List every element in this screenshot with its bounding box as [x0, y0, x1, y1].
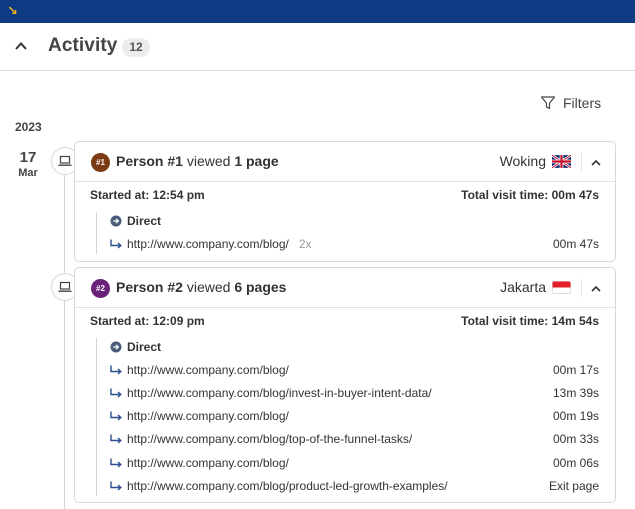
date-day: 17: [19, 149, 37, 166]
activity-count-badge: 12: [122, 38, 150, 57]
location-name: Woking: [499, 153, 546, 169]
visit-location: Jakarta: [500, 279, 571, 295]
visit-verb: viewed: [186, 153, 231, 169]
pageview-row: http://www.company.com/blog/top-of-the-f…: [108, 431, 599, 447]
pageview-row: http://www.company.com/blog/ 2x 00m 47s: [108, 236, 599, 252]
visitor-name[interactable]: Person #1: [116, 153, 183, 169]
return-arrow-icon: [108, 478, 124, 494]
arrow-circle-icon: [108, 339, 124, 355]
pageview-duration: 00m 33s: [552, 432, 599, 446]
pages-viewed: 6 pages: [234, 279, 287, 295]
visitor-summary: Person #1 viewed 1 page: [116, 153, 279, 169]
pageview-url[interactable]: http://www.company.com/blog/: [127, 363, 289, 377]
visit-start-time: Started at: 12:09 pm: [90, 314, 205, 328]
total-visit-time: Total visit time: 14m 54s: [461, 314, 599, 328]
page-title: Activity: [48, 35, 118, 56]
source-label: Direct: [127, 340, 162, 354]
chevron-up-icon[interactable]: [589, 156, 603, 170]
pageview-duration: 00m 17s: [552, 363, 599, 377]
top-bar: ↘: [0, 0, 635, 23]
pageview-url[interactable]: http://www.company.com/blog/top-of-the-f…: [127, 432, 413, 446]
filters-label: Filters: [563, 95, 602, 111]
avatar: #2: [91, 279, 110, 298]
pageview-url[interactable]: http://www.company.com/blog/invest-in-bu…: [127, 386, 432, 400]
pageview-row: http://www.company.com/blog/product-led-…: [108, 478, 599, 494]
filter-icon: [540, 96, 556, 110]
visit-card: #1 Person #1 viewed 1 page Woking Starte…: [74, 141, 616, 262]
visit-card: #2 Person #2 viewed 6 pages Jakarta Star…: [74, 267, 616, 503]
pageview-duration: 00m 19s: [552, 409, 599, 423]
visitor-summary: Person #2 viewed 6 pages: [116, 279, 286, 295]
visit-verb: viewed: [186, 279, 231, 295]
timeline-date: 17 Mar: [14, 150, 42, 180]
chevron-up-icon[interactable]: [13, 38, 29, 54]
uk-flag-icon: [552, 154, 571, 168]
timeline-year: 2023: [15, 120, 42, 134]
pages-viewed: 1 page: [234, 153, 279, 169]
pageview-url[interactable]: http://www.company.com/blog/: [127, 456, 289, 470]
visit-card-header: #2 Person #2 viewed 6 pages Jakarta: [75, 268, 615, 308]
pageview-url[interactable]: http://www.company.com/blog/: [127, 409, 289, 423]
chevron-up-icon[interactable]: [589, 282, 603, 296]
pageview-duration: 00m 06s: [552, 456, 599, 470]
pageview-duration: 00m 47s: [552, 237, 599, 251]
date-month: Mar: [18, 167, 38, 179]
pageview-url[interactable]: http://www.company.com/blog/: [127, 237, 289, 251]
return-arrow-icon: [108, 385, 124, 401]
return-arrow-icon: [108, 408, 124, 424]
total-visit-time: Total visit time: 00m 47s: [461, 188, 599, 202]
visit-start-time: Started at: 12:54 pm: [90, 188, 205, 202]
return-arrow-icon: [108, 431, 124, 447]
indonesia-flag-icon: [552, 280, 571, 294]
timeline-line: [64, 175, 65, 509]
visit-card-header: #1 Person #1 viewed 1 page Woking: [75, 142, 615, 182]
pageview-count: 2x: [298, 237, 312, 251]
visit-trail-line: [96, 212, 97, 254]
arrow-circle-icon: [108, 213, 124, 229]
activity-header: Activity 12: [0, 23, 635, 71]
visit-source: Direct: [108, 213, 599, 229]
laptop-icon: [58, 281, 72, 292]
pageview-row: http://www.company.com/blog/ 00m 17s: [108, 362, 599, 378]
header-divider: [581, 153, 582, 171]
location-name: Jakarta: [500, 279, 546, 295]
pageview-row: http://www.company.com/blog/ 00m 19s: [108, 408, 599, 424]
pageview-duration: 13m 39s: [552, 386, 599, 400]
return-arrow-icon: [108, 362, 124, 378]
laptop-icon: [58, 155, 72, 166]
avatar: #1: [91, 153, 110, 172]
visit-source: Direct: [108, 339, 599, 355]
pageview-url[interactable]: http://www.company.com/blog/product-led-…: [127, 479, 448, 493]
filters-button[interactable]: Filters: [540, 93, 601, 113]
visit-location: Woking: [500, 153, 571, 169]
visitor-name[interactable]: Person #2: [116, 279, 183, 295]
pageview-row: http://www.company.com/blog/invest-in-bu…: [108, 385, 599, 401]
visit-trail-line: [96, 338, 97, 496]
return-arrow-icon: [108, 455, 124, 471]
header-divider: [581, 279, 582, 297]
return-arrow-icon: [108, 236, 124, 252]
pageview-row: http://www.company.com/blog/ 00m 06s: [108, 455, 599, 471]
pageview-duration: Exit page: [548, 479, 599, 493]
source-label: Direct: [127, 214, 162, 228]
expand-arrow-icon[interactable]: ↘: [7, 3, 18, 18]
